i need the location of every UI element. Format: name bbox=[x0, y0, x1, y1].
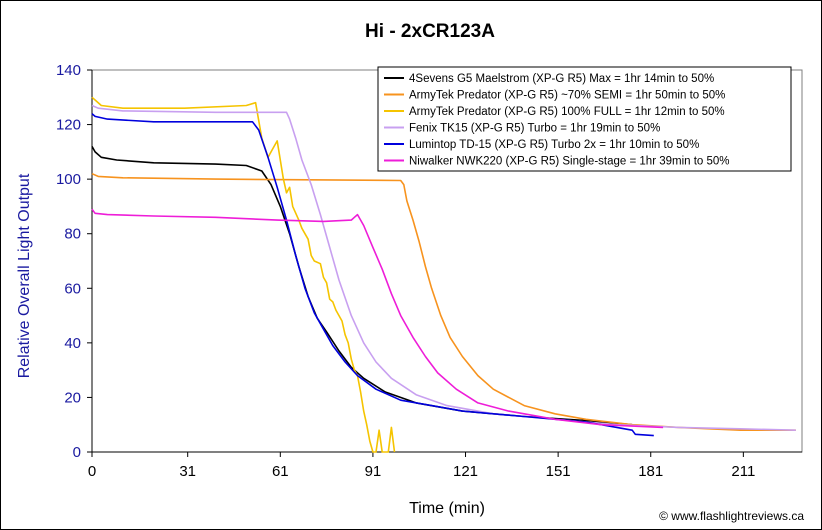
x-tick-label: 91 bbox=[365, 463, 382, 480]
y-tick-label: 140 bbox=[56, 62, 81, 79]
y-tick-label: 120 bbox=[56, 117, 81, 134]
x-tick-label: 61 bbox=[272, 463, 289, 480]
legend-label: ArmyTek Predator (XP-G R5) 100% FULL = 1… bbox=[409, 106, 725, 118]
y-tick-label: 0 bbox=[73, 444, 81, 461]
series-line-2 bbox=[91, 172, 796, 432]
y-tick-label: 80 bbox=[64, 226, 81, 243]
y-tick-label: 20 bbox=[64, 389, 81, 406]
axes: 0 20 40 60 80 100 120 140 0 31 61 91 121 151 181 211 bbox=[56, 62, 802, 480]
series-layer bbox=[91, 96, 796, 453]
x-tick-label: 211 bbox=[731, 463, 755, 480]
y-tick-label: 100 bbox=[56, 171, 81, 188]
y-axis-title: Relative Overall Light Output bbox=[16, 173, 33, 378]
x-tick-label: 121 bbox=[453, 463, 478, 480]
y-tick-label: 40 bbox=[64, 335, 81, 352]
legend: 4Sevens G5 Maelstrom (XP-G R5) Max = 1hr… bbox=[377, 66, 792, 172]
legend-label: Fenix TK15 (XP-G R5) Turbo = 1hr 19min t… bbox=[409, 123, 660, 135]
x-tick-label: 151 bbox=[546, 463, 571, 480]
legend-box bbox=[377, 66, 792, 172]
y-tick-label: 60 bbox=[64, 280, 81, 297]
legend-label: Niwalker NWK220 (XP-G R5) Single-stage =… bbox=[409, 156, 730, 168]
x-tick-label: 31 bbox=[179, 463, 196, 480]
x-tick-label: 0 bbox=[88, 463, 96, 480]
credit-text: © www.flashlightreviews.ca bbox=[659, 509, 804, 523]
legend-label: Lumintop TD-15 (XP-G R5) Turbo 2x = 1hr … bbox=[409, 139, 699, 151]
chart-title: Hi - 2xCR123A bbox=[365, 21, 495, 42]
legend-label: ArmyTek Predator (XP-G R5) ~70% SEMI = 1… bbox=[409, 90, 725, 102]
legend-label: 4Sevens G5 Maelstrom (XP-G R5) Max = 1hr… bbox=[409, 73, 714, 85]
x-axis-title: Time (min) bbox=[409, 500, 485, 517]
x-tick-label: 181 bbox=[638, 463, 663, 480]
series-line-6 bbox=[91, 208, 664, 429]
